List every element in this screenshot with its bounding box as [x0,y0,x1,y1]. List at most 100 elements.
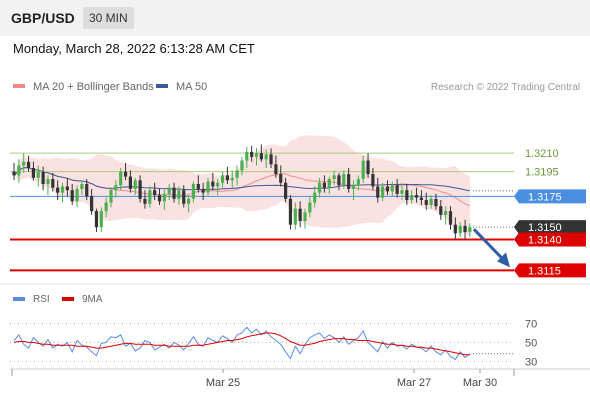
candle-body [201,188,205,193]
rsi-legend-label-1: 9MA [82,294,103,305]
level-label-1: 1.3195 [525,167,559,179]
candle-body [99,211,103,228]
rsi-legend-label-0: RSI [33,294,50,305]
candle-body [414,195,419,198]
candle-body [337,175,341,186]
level-tag-4 [514,232,586,247]
x-tick-label: Mar 30 [463,377,497,389]
candle-body [46,179,50,184]
candle-body [424,200,428,205]
candle-body [114,185,118,191]
level-label-3: 1.3150 [528,222,562,234]
candle-body [468,227,472,233]
candle-body [317,182,322,193]
candle-body [65,186,69,191]
candle-body [361,160,365,180]
candle-body [94,211,99,228]
candle-body [119,171,123,186]
timeframe-badge[interactable]: 30 MIN [83,7,134,29]
copyright-label: Research © 2022 Trading Central [431,82,580,93]
candle-body [123,171,128,177]
candle-body [235,170,239,178]
candle-body [254,153,259,157]
projection-arrow-head [497,252,510,268]
candle-body [216,182,220,187]
x-tick-label: Mar 25 [206,377,240,389]
candle-body [109,190,113,203]
candle-body [463,225,467,233]
candle-body [298,208,302,221]
candle-body [177,190,181,199]
candle-body [211,181,215,187]
candle-body [259,153,263,160]
rsi-legend-swatch-1 [62,297,74,301]
candle-body [75,188,79,202]
candle-body [385,186,390,192]
candle-body [56,187,60,193]
candle-body [22,161,26,166]
candle-body [342,174,346,186]
candle-body [104,202,108,212]
candle-body [351,185,356,189]
candle-body [303,212,307,221]
candle-body [80,184,84,189]
candle-body [60,186,65,193]
candle-body [245,151,249,161]
ma50-line [13,167,470,192]
candle-body [264,154,268,160]
candle-body [434,198,438,207]
candle-body [31,167,35,178]
candle-body [17,165,21,176]
candle-body [313,192,317,203]
candle-body [279,174,283,183]
price-chart: MA 20 + Bollinger Bands MA 50 1.3210 1.3195… [0,81,590,285]
x-tick-label: Mar 27 [397,377,431,389]
candle-body [12,171,16,176]
candle-body [41,171,45,184]
candle-body [308,202,312,213]
legend-label-0: MA 20 + Bollinger Bands [33,81,154,93]
candle-body [458,225,462,234]
rsi-chart: RSI 9MA 70 50 30 [10,294,590,370]
rsi-ma-line [13,332,470,356]
candle-body [90,196,94,212]
candle-body [225,175,229,181]
rsi-line [13,326,471,361]
candle-body [157,195,162,202]
candle-body [332,175,336,180]
candle-body [196,184,200,189]
level-label-2: 1.3175 [528,191,562,203]
candle-body [187,198,191,204]
legend-swatch-1 [156,84,168,88]
candle-body [293,208,297,225]
rsi-tick-label: 50 [525,337,537,349]
rsi-tick-label: 70 [525,319,537,331]
candle-body [143,198,147,204]
candle-body [371,174,375,187]
candle-body [376,186,380,198]
candle-body [51,179,55,188]
candle-body [390,185,394,192]
candle-body [206,181,210,193]
symbol-label: GBP/USD [11,10,75,26]
candle-body [36,171,40,178]
legend-label-1: MA 50 [176,81,207,93]
candle-body [405,190,409,201]
candle-body [356,179,360,186]
level-label-0: 1.3210 [525,148,559,160]
candle-body [172,187,176,199]
candle-body [133,180,137,189]
candle-body [448,211,453,225]
candle-body [220,175,225,183]
candle-body [419,197,423,201]
timestamp: Monday, March 28, 2022 6:13:28 AM CET [13,41,255,56]
projection-arrow-shaft [472,228,506,262]
candle-body [167,187,171,194]
candle-body [439,206,443,215]
candle-body [153,190,157,196]
candle-body [410,195,414,201]
candle-body [138,180,142,199]
candle-body [327,179,331,188]
